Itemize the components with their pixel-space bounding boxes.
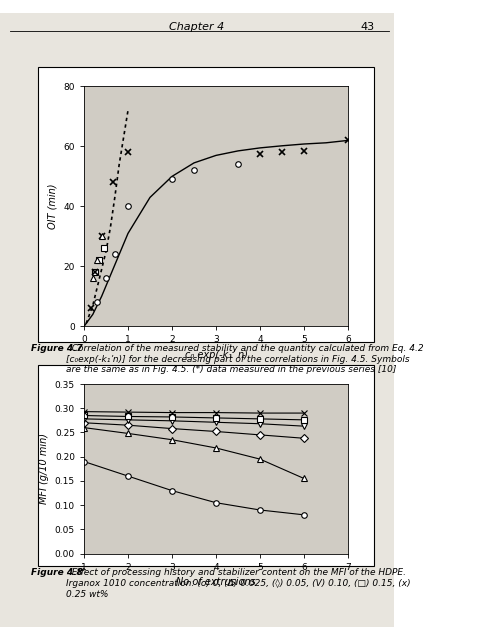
Y-axis label: OIT (min): OIT (min) [48,184,58,229]
Text: Figure 4.7: Figure 4.7 [31,344,83,353]
Text: Effect of processing history and stabilizer content on the MFI of the HDPE.
Irga: Effect of processing history and stabili… [66,568,411,598]
Text: Chapter 4: Chapter 4 [169,22,225,33]
X-axis label: c₀ exp(-k₁ʹ n): c₀ exp(-k₁ʹ n) [185,350,247,360]
Y-axis label: MFI (g/10 min): MFI (g/10 min) [39,433,49,504]
X-axis label: No of extrusions: No of extrusions [176,577,256,587]
Text: Correlation of the measured stability and the quantity calculated from Eq. 4.2
[: Correlation of the measured stability an… [66,344,424,374]
Text: Figure 4.8: Figure 4.8 [31,568,83,577]
Text: 43: 43 [360,22,374,33]
